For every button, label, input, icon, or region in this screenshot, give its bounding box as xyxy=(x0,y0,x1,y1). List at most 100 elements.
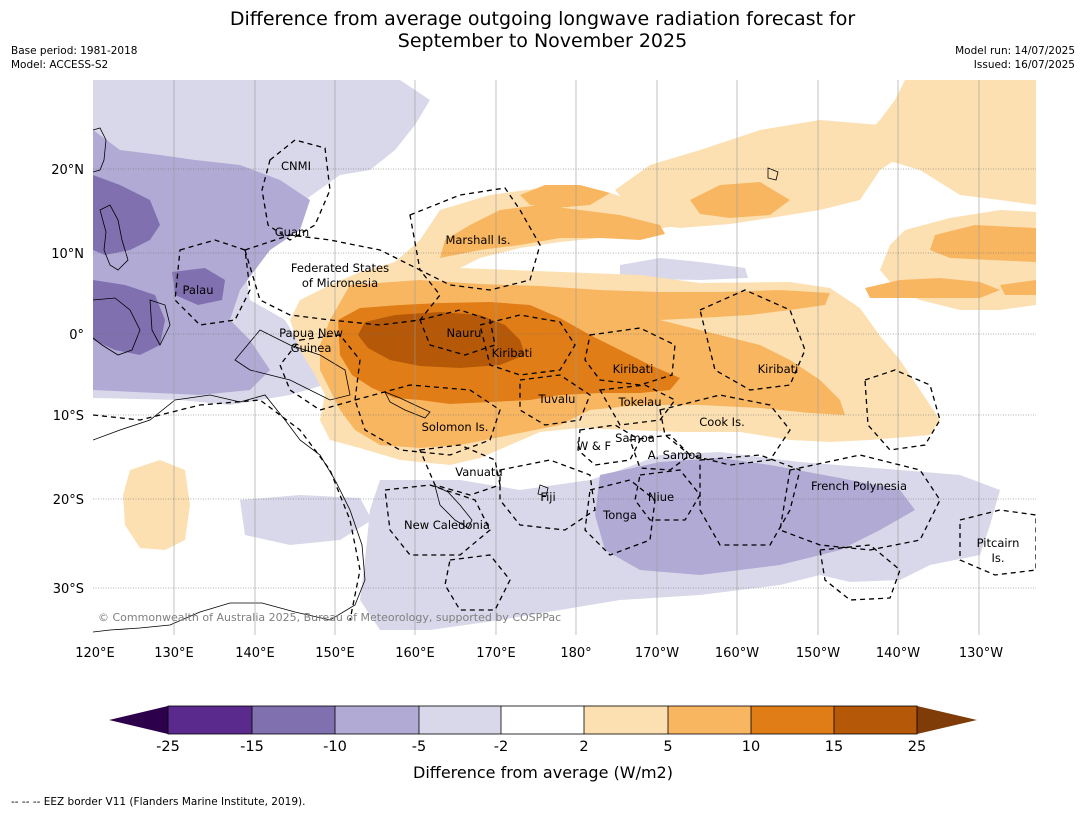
lon-label: 170°E xyxy=(476,646,516,661)
label-kiribati-west: Kiribati xyxy=(492,346,533,360)
colorbar-under-arrow xyxy=(109,706,168,734)
lat-label: 20°N xyxy=(51,163,84,178)
lat-label: 30°S xyxy=(53,582,84,597)
label-png-line-1: Papua New xyxy=(279,326,343,340)
label-samoa: Samoa xyxy=(615,431,655,445)
colorbar-label: Difference from average (W/m2) xyxy=(413,763,673,782)
eez-wallis-futuna xyxy=(577,424,641,466)
eez-austral xyxy=(819,544,901,601)
meta-right: Model run: 14/07/2025 Issued: 16/07/2025 xyxy=(955,44,1075,72)
label-cnmi: CNMI xyxy=(281,159,311,173)
colorbar-tick: -2 xyxy=(494,739,508,755)
lat-label: 0° xyxy=(69,328,84,343)
eez-tokelau xyxy=(598,384,676,426)
longitude-axis: 120°E 130°E 140°E 150°E 160°E 170°E 180°… xyxy=(75,646,1003,661)
colorbar-over-arrow xyxy=(917,706,977,734)
label-png-line-2: Guinea xyxy=(291,341,332,355)
coastline-hawaii xyxy=(767,167,779,181)
meta-left: Base period: 1981-2018 Model: ACCESS-S2 xyxy=(11,44,137,72)
colorbar-segment xyxy=(168,706,252,734)
lon-label: 140°W xyxy=(876,646,920,661)
lon-label: 180° xyxy=(560,646,591,661)
eez-vanuatu xyxy=(419,444,501,496)
label-marshall-islands: Marshall Is. xyxy=(445,233,510,247)
label-american-samoa: A. Samoa xyxy=(648,448,703,462)
colorbar-segment xyxy=(584,706,668,734)
coastline-taiwan xyxy=(93,127,107,173)
coastline-philippines xyxy=(99,204,129,271)
eez-french-polynesia xyxy=(779,454,941,551)
coastline-new-guinea xyxy=(234,329,351,401)
label-niue: Niue xyxy=(648,490,674,504)
coastline-fiji xyxy=(537,484,549,497)
colorbar-segment xyxy=(252,706,335,734)
colorbar-tick: -10 xyxy=(323,739,347,755)
label-solomon-islands: Solomon Is. xyxy=(422,420,489,434)
colorbar-segment xyxy=(419,706,501,734)
eez-kiribati-phoenix xyxy=(584,327,676,386)
label-guam: Guam xyxy=(275,225,309,239)
coastline-solomon-islands xyxy=(384,391,431,419)
eez-samoa xyxy=(629,434,691,471)
eez-cook-north xyxy=(659,394,791,466)
eez-footnote: -- -- -- EEZ border V11 (Flanders Marine… xyxy=(11,796,306,808)
lon-label: 150°W xyxy=(796,646,840,661)
colorbar-tick: 25 xyxy=(908,739,926,755)
title-line-1: Difference from average outgoing longwav… xyxy=(229,8,856,30)
label-vanuatu: Vanuatu xyxy=(455,465,502,479)
eez-solomon xyxy=(354,384,501,456)
model-text: Model: ACCESS-S2 xyxy=(11,59,109,71)
lon-label: 140°E xyxy=(235,646,275,661)
title-line-2: September to November 2025 xyxy=(397,30,688,52)
eez-norfolk xyxy=(444,554,511,611)
chart-title: Difference from average outgoing longwav… xyxy=(0,8,1085,52)
colorbar-tick: -15 xyxy=(240,739,264,755)
label-pitcairn-line-2: Is. xyxy=(991,551,1004,565)
map-area: CNMI Guam Marshall Is. Federated States … xyxy=(93,80,1036,635)
eez-png xyxy=(279,334,361,411)
label-nauru: Nauru xyxy=(447,326,482,340)
base-period-text: Base period: 1981-2018 xyxy=(11,45,138,57)
copyright-notice: © Commonwealth of Australia 2025, Bureau… xyxy=(98,611,561,624)
colorbar-segment xyxy=(751,706,834,734)
place-labels: CNMI Guam Marshall Is. Federated States … xyxy=(183,159,1020,565)
eez-tonga xyxy=(584,479,656,556)
label-palau: Palau xyxy=(183,283,214,297)
colorbar-outline xyxy=(167,705,918,735)
issued-text: Issued: 16/07/2025 xyxy=(973,59,1075,71)
eez-niue xyxy=(634,469,701,521)
label-wallis-futuna: W & F xyxy=(577,439,611,453)
eez-kiribati-line xyxy=(699,289,806,391)
lon-label: 160°E xyxy=(395,646,435,661)
eez-marshall xyxy=(409,187,541,291)
coastline-australia xyxy=(93,394,366,633)
label-pitcairn-line-1: Pitcairn xyxy=(977,536,1020,550)
lon-label: 160°W xyxy=(715,646,759,661)
lat-label: 10°S xyxy=(53,409,84,424)
label-fsm-line-2: of Micronesia xyxy=(302,276,378,290)
eez-fsm xyxy=(244,234,441,326)
coastline-new-caledonia xyxy=(434,485,473,529)
eez-fiji xyxy=(499,459,596,531)
label-kiribati-phoenix: Kiribati xyxy=(613,362,654,376)
coastline-borneo xyxy=(93,297,141,356)
colorbar-tick: -5 xyxy=(412,739,426,755)
lat-label: 20°S xyxy=(53,493,84,508)
colorbar-segment xyxy=(834,706,917,734)
coastlines xyxy=(93,127,779,633)
colorbar-segment xyxy=(501,706,584,734)
colorbar-segment xyxy=(335,706,419,734)
lon-label: 150°E xyxy=(315,646,355,661)
label-fsm-line-1: Federated States xyxy=(291,261,389,275)
colorbar-tick: 15 xyxy=(825,739,843,755)
label-new-caledonia: New Caledonia xyxy=(404,518,490,532)
lon-label: 170°W xyxy=(635,646,679,661)
colorbar-tick: 2 xyxy=(579,739,588,755)
colorbar-tick: 5 xyxy=(663,739,672,755)
anomaly-darkest-orange xyxy=(358,312,525,368)
label-fiji: Fiji xyxy=(540,490,555,504)
eez-new-caledonia xyxy=(384,484,491,556)
lon-label: 130°E xyxy=(154,646,194,661)
eez-kiribati-west xyxy=(479,314,576,376)
